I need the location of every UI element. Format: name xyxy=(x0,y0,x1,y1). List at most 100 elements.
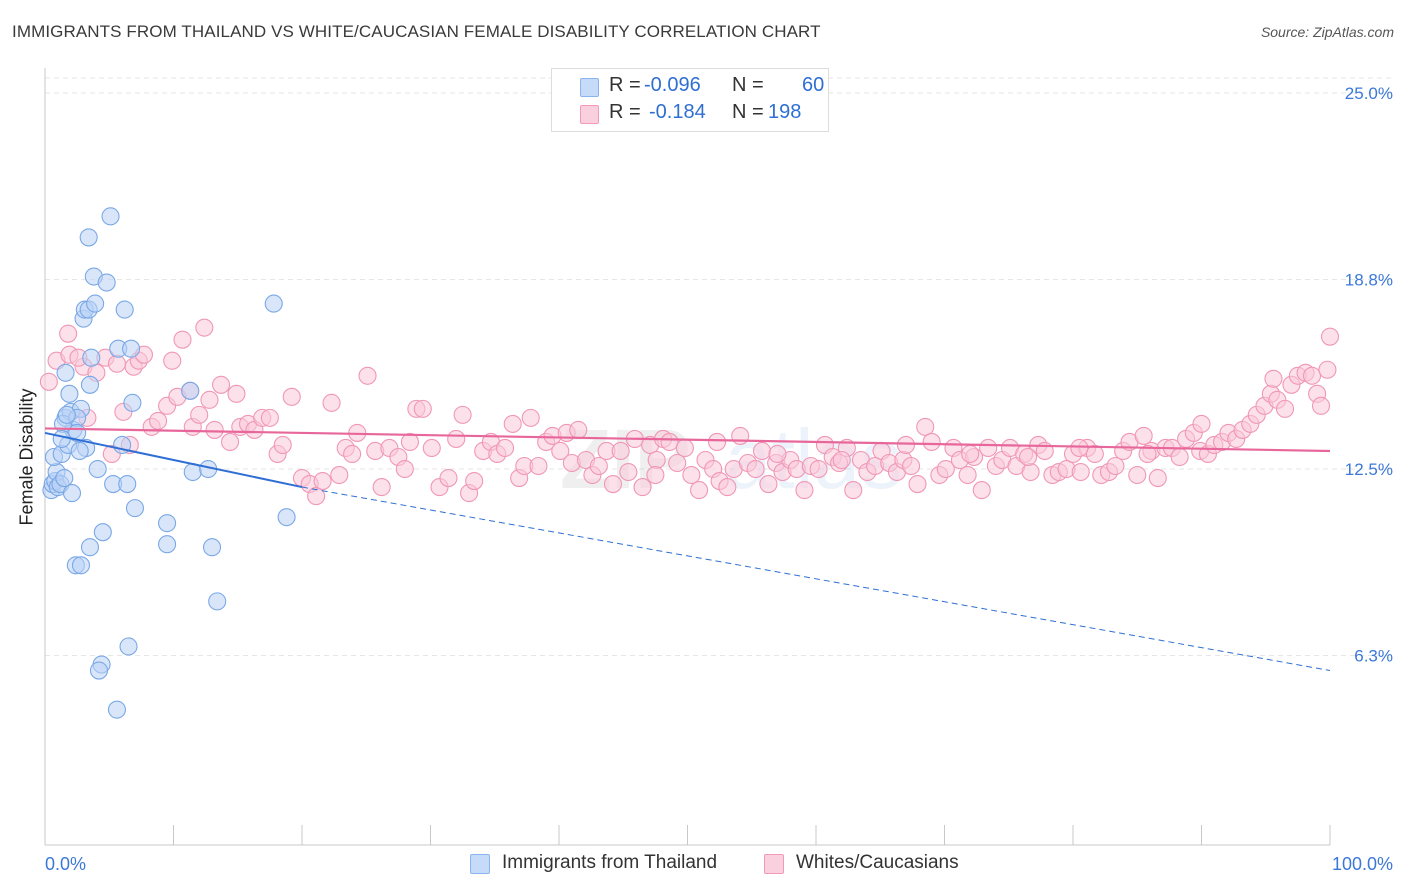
data-point-whites xyxy=(358,366,377,385)
data-point-whites xyxy=(718,478,737,497)
data-point-thailand xyxy=(277,508,296,527)
data-point-whites xyxy=(1170,447,1189,467)
bottom-legend-label: Whites/Caucasians xyxy=(796,852,959,873)
data-point-whites xyxy=(922,432,941,451)
data-point-thailand xyxy=(208,592,227,611)
bottom-legend-swatch-pink xyxy=(764,854,784,874)
bottom-legend-swatch-blue xyxy=(470,854,490,874)
data-point-whites xyxy=(979,438,998,458)
chart-title: IMMIGRANTS FROM THAILAND VS WHITE/CAUCAS… xyxy=(12,22,821,41)
source-credit: Source: ZipAtlas.com xyxy=(1260,24,1394,40)
legend-r-label: R = xyxy=(609,101,641,123)
data-point-whites xyxy=(768,444,787,464)
data-point-thailand xyxy=(62,484,82,503)
data-point-whites xyxy=(465,472,484,491)
data-point-whites xyxy=(1128,465,1147,485)
legend-swatch-pink xyxy=(580,105,599,124)
data-point-thailand xyxy=(55,468,74,488)
data-point-thailand xyxy=(79,228,98,247)
data-point-whites xyxy=(330,465,349,485)
data-point-whites xyxy=(619,462,638,482)
bottom-legend-label: Immigrants from Thailand xyxy=(502,852,718,873)
data-point-whites xyxy=(902,456,921,476)
data-point-thailand xyxy=(71,556,91,575)
data-point-whites xyxy=(972,481,991,500)
data-point-whites xyxy=(1320,327,1340,346)
data-point-whites xyxy=(503,414,522,433)
data-point-whites xyxy=(752,441,772,461)
legend-r-value: -0.184 xyxy=(649,101,706,123)
data-point-thailand xyxy=(97,273,116,292)
data-point-whites xyxy=(211,375,231,394)
data-point-thailand xyxy=(118,475,137,494)
data-point-whites xyxy=(39,372,58,391)
data-point-whites xyxy=(1138,444,1157,464)
trend-line-thailand xyxy=(44,431,303,489)
data-point-whites xyxy=(1134,426,1153,445)
data-point-whites xyxy=(1070,438,1089,458)
data-point-whites xyxy=(282,387,301,406)
data-point-thailand xyxy=(82,348,101,367)
data-point-thailand xyxy=(101,207,120,226)
data-point-whites xyxy=(936,459,955,479)
tick-labels: 6.3% 12.5% 18.8% 25.0% 0.0% 100.0% xyxy=(45,84,1393,874)
data-point-whites xyxy=(1318,360,1337,379)
data-point-whites xyxy=(400,432,419,451)
data-point-thailand xyxy=(119,637,138,656)
data-point-whites xyxy=(1275,399,1295,418)
data-point-whites xyxy=(521,408,540,427)
data-point-thailand xyxy=(123,393,142,412)
data-point-whites xyxy=(916,417,935,436)
legend-swatch-blue xyxy=(580,78,599,97)
data-point-whites xyxy=(273,435,292,455)
data-point-whites xyxy=(395,459,414,479)
legend-r-label: R = xyxy=(609,74,641,96)
data-point-whites xyxy=(809,459,828,479)
grid-lines xyxy=(45,77,1393,657)
data-point-whites xyxy=(795,481,814,500)
data-point-thailand xyxy=(181,381,200,400)
data-point-whites xyxy=(1148,468,1167,488)
data-point-thailand xyxy=(60,384,79,403)
data-point-thailand xyxy=(125,499,144,518)
data-point-whites xyxy=(439,468,458,488)
data-point-thailand xyxy=(93,523,112,542)
correlation-legend: R = -0.096 N = 60 R = -0.184 N = 198 xyxy=(551,68,829,132)
data-point-whites xyxy=(647,450,666,470)
data-point-whites xyxy=(190,405,209,424)
data-point-whites xyxy=(1071,462,1090,482)
data-point-whites xyxy=(961,444,980,464)
data-point-whites xyxy=(1021,462,1040,482)
data-point-whites xyxy=(759,475,778,494)
data-point-whites xyxy=(746,459,765,479)
data-point-whites xyxy=(372,478,391,497)
trend-line-whites xyxy=(44,427,1331,453)
x-tick-label: 100.0% xyxy=(1332,854,1393,874)
data-point-whites xyxy=(731,426,750,445)
legend-n-value: 60 xyxy=(802,74,825,96)
data-point-whites xyxy=(313,472,332,491)
data-point-whites xyxy=(59,324,78,343)
y-tick-label: 12.5% xyxy=(1345,460,1393,479)
data-point-whites xyxy=(1264,369,1283,388)
legend-n-label: N = xyxy=(732,74,764,96)
data-point-thailand xyxy=(122,339,141,358)
data-point-whites xyxy=(413,399,432,418)
data-point-whites xyxy=(1302,366,1322,385)
y-tick-label: 25.0% xyxy=(1345,84,1393,103)
data-point-thailand xyxy=(86,294,105,313)
y-tick-label: 18.8% xyxy=(1345,271,1393,290)
data-point-thailand xyxy=(80,538,100,557)
data-point-thailand xyxy=(56,363,75,382)
data-point-whites xyxy=(173,330,192,349)
data-point-whites xyxy=(200,390,219,409)
data-point-thailand xyxy=(89,661,109,680)
data-point-whites xyxy=(682,465,701,485)
data-point-thailand xyxy=(80,375,100,394)
legend-r-value: -0.096 xyxy=(644,74,701,96)
data-point-whites xyxy=(896,435,916,455)
data-point-whites xyxy=(958,465,977,485)
data-point-whites xyxy=(343,444,362,464)
data-point-whites xyxy=(195,318,214,337)
